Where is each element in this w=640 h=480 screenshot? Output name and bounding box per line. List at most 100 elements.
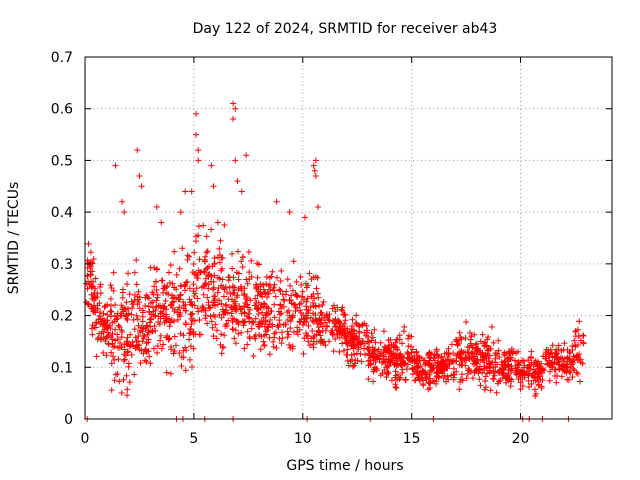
data-point [103, 352, 110, 359]
data-point [451, 371, 458, 378]
data-point [499, 366, 506, 373]
data-point [132, 334, 139, 341]
data-point [275, 324, 282, 331]
data-point [166, 335, 173, 342]
data-point [234, 292, 241, 299]
data-point [235, 248, 242, 255]
data-point [169, 280, 176, 287]
data-point [322, 327, 329, 334]
data-point [225, 277, 232, 284]
data-point [463, 375, 470, 382]
data-point [482, 352, 489, 359]
x-tick-label: 20 [512, 431, 530, 447]
data-point [131, 371, 138, 378]
data-point [468, 333, 475, 340]
data-point [366, 347, 373, 354]
data-point [166, 269, 173, 276]
data-point [534, 374, 541, 381]
data-point [351, 362, 358, 369]
data-point [84, 301, 91, 308]
data-point [225, 317, 232, 324]
data-point [419, 375, 426, 382]
data-point [102, 319, 109, 326]
data-point [230, 100, 237, 107]
data-point [476, 376, 483, 383]
data-point [493, 389, 500, 396]
data-point [564, 361, 571, 368]
data-point [418, 372, 425, 379]
data-point [549, 363, 556, 370]
data-point [387, 336, 394, 343]
data-point [223, 307, 230, 314]
data-point [530, 373, 537, 380]
data-point [276, 286, 283, 293]
data-point [177, 330, 184, 337]
data-point [252, 302, 259, 309]
data-point [243, 152, 250, 159]
data-point [301, 214, 308, 221]
data-point [169, 299, 176, 306]
data-point [370, 368, 377, 375]
data-point [485, 334, 492, 341]
data-point [196, 256, 203, 263]
data-point [216, 252, 223, 259]
data-point [273, 344, 280, 351]
data-point [182, 287, 189, 294]
data-point [515, 359, 522, 366]
data-point [318, 336, 325, 343]
data-point [371, 326, 378, 333]
data-point [125, 270, 132, 277]
data-point [271, 301, 278, 308]
data-point [216, 259, 223, 266]
data-point [437, 363, 444, 370]
data-point [270, 284, 277, 291]
data-point [260, 314, 267, 321]
data-point [258, 333, 265, 340]
data-point [147, 323, 154, 330]
data-point [177, 209, 184, 216]
data-point [191, 270, 198, 277]
data-point [129, 339, 136, 346]
data-point [303, 319, 310, 326]
data-point [120, 357, 127, 364]
y-tick-label: 0 [64, 412, 73, 428]
data-point [469, 344, 476, 351]
data-point [483, 364, 490, 371]
data-point [263, 280, 270, 287]
data-point [462, 334, 469, 341]
data-point [252, 315, 259, 322]
data-point [182, 307, 189, 314]
data-point [543, 355, 550, 362]
data-point [420, 382, 427, 389]
data-point [178, 362, 185, 369]
data-point [115, 322, 122, 329]
data-point [108, 349, 115, 356]
data-point [310, 162, 317, 169]
data-point [344, 357, 351, 364]
data-point [231, 284, 238, 291]
data-point [118, 390, 125, 397]
data-point [290, 258, 297, 265]
data-point [203, 281, 210, 288]
data-point [265, 324, 272, 331]
data-point [353, 319, 360, 326]
data-point [187, 325, 194, 332]
data-point [94, 305, 101, 312]
data-point [458, 336, 465, 343]
data-point [186, 356, 193, 363]
data-point [517, 379, 524, 386]
data-point [135, 296, 142, 303]
data-point [198, 268, 205, 275]
data-point [254, 274, 261, 281]
data-point [306, 342, 313, 349]
data-point [306, 270, 313, 277]
data-point [571, 337, 578, 344]
y-axis-label: SRMTID / TECUs [6, 182, 22, 295]
data-point [413, 349, 420, 356]
data-point [189, 310, 196, 317]
data-point [115, 356, 122, 363]
data-point [222, 302, 229, 309]
data-point [154, 349, 161, 356]
data-point [135, 341, 142, 348]
data-point [336, 334, 343, 341]
